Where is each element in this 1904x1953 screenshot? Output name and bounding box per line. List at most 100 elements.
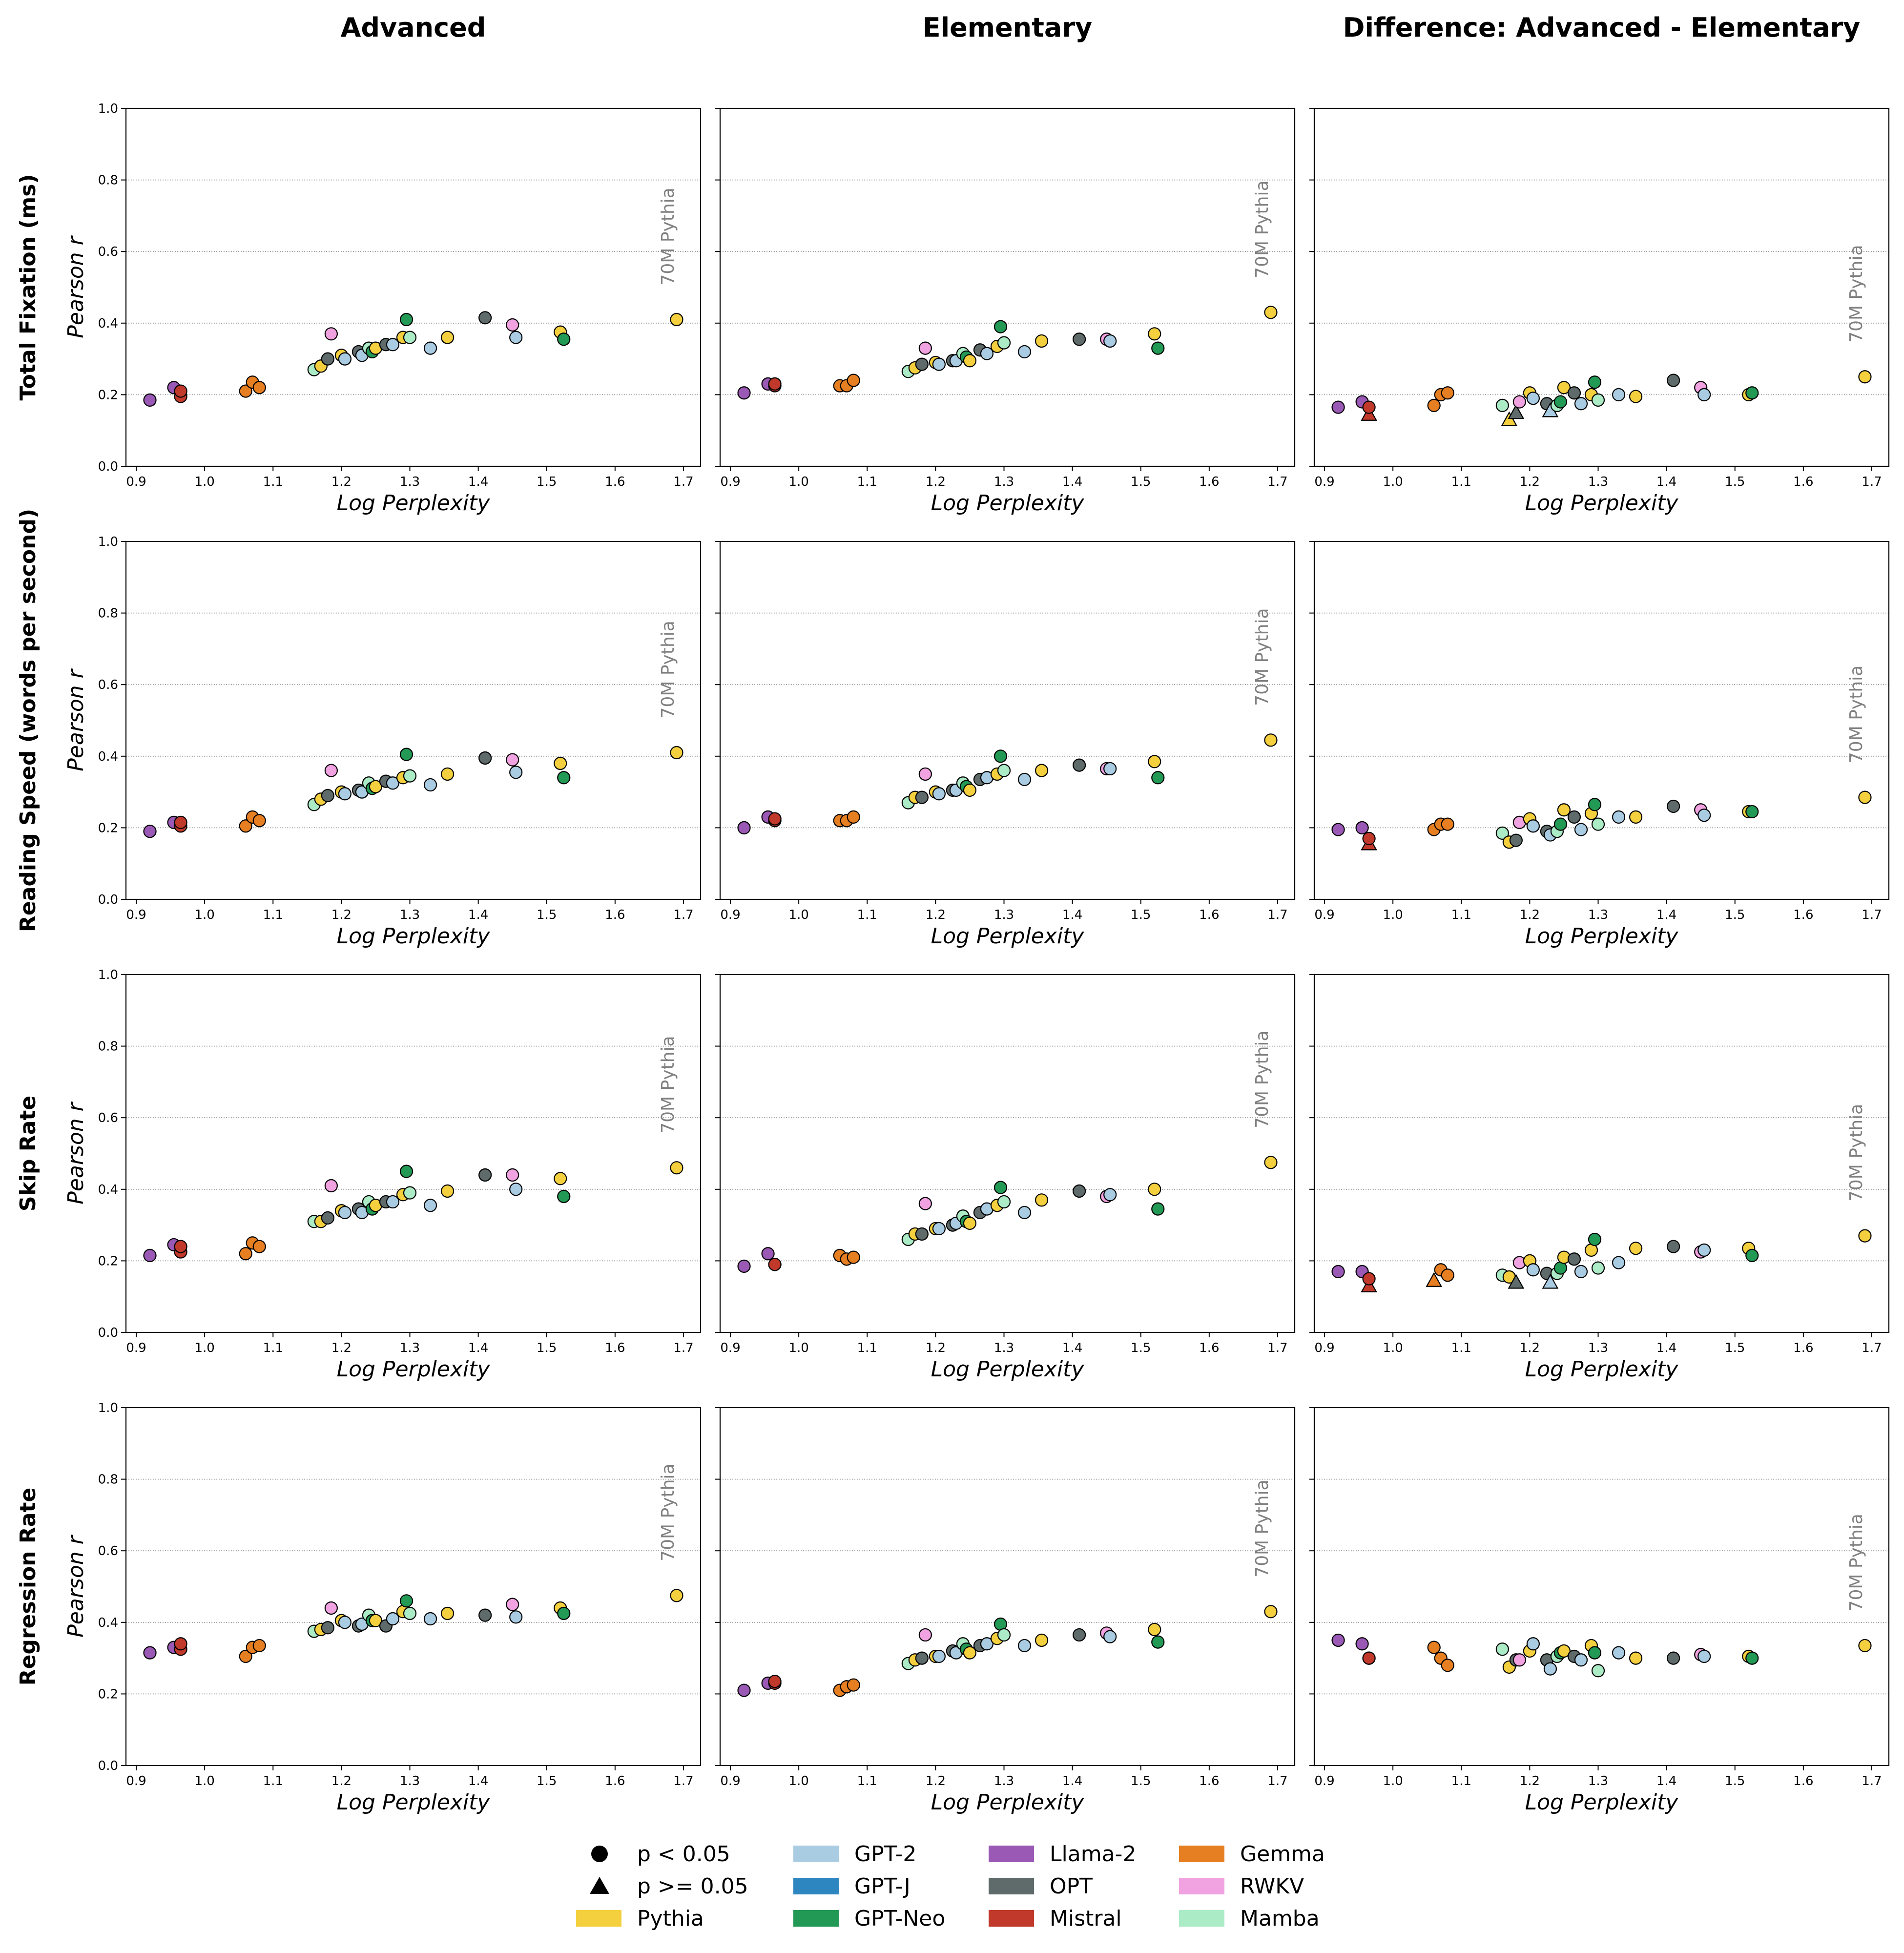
point-pythia <box>1557 1644 1571 1658</box>
panel-frame <box>125 974 702 1333</box>
annotation-70m-pythia: 70M Pythia <box>1252 1030 1272 1128</box>
legend-label: p >= 0.05 <box>637 1874 748 1899</box>
point-gpt-neo <box>557 1189 571 1204</box>
x-tick-label: 1.2 <box>331 908 352 922</box>
point-gpt-neo <box>1588 375 1602 389</box>
y-tick-label: 0.4 <box>98 316 118 331</box>
point-gpt-neo <box>1553 817 1568 831</box>
point-opt <box>1567 810 1581 824</box>
x-tick-label: 1.5 <box>537 908 557 922</box>
point-opt-triangle <box>1508 1274 1525 1289</box>
annotation-70m-pythia: 70M Pythia <box>1846 1104 1866 1202</box>
point-gpt-2 <box>386 1195 400 1209</box>
x-tick-label: 1.1 <box>857 1774 877 1788</box>
x-tick-label: 1.7 <box>1267 1774 1287 1788</box>
point-gpt-neo <box>1745 1651 1759 1665</box>
legend-entry-gemma: Gemma <box>1179 1842 1325 1867</box>
x-tick-label: 1.6 <box>1793 1341 1813 1355</box>
point-mistral <box>174 1637 187 1651</box>
point-rwkv <box>918 341 932 355</box>
point-gpt-2 <box>1697 1649 1711 1663</box>
point-gpt-neo <box>399 312 414 327</box>
point-mamba <box>1591 1664 1605 1678</box>
x-tick-label: 0.9 <box>720 475 740 489</box>
y-tick-label: 0.4 <box>98 1183 118 1197</box>
point-pythia <box>670 1161 683 1175</box>
legend-entry-gpt-neo: GPT-Neo <box>793 1906 945 1931</box>
point-gemma-triangle <box>1426 1272 1443 1287</box>
figure-titles: Advanced Elementary Difference: Advanced -… <box>16 12 1860 1685</box>
point-gpt-2 <box>980 1637 994 1651</box>
x-tick-label: 1.1 <box>263 475 283 489</box>
point-rwkv <box>324 327 338 341</box>
point-pythia <box>1264 1605 1278 1619</box>
point-pythia <box>1858 790 1872 804</box>
column-title-difference-advanced-elementary: Difference: Advanced - Elementary <box>1343 12 1861 43</box>
panel-reading-speed-words-per-second-elementary: 0.9 1.0 1.1 1.2 1.3 1.4 1.5 1.6 1.7 Log Perplexit… <box>715 540 1296 949</box>
point-gpt-2 <box>1697 1243 1711 1257</box>
point-llama-2 <box>1331 823 1345 836</box>
annotation-70m-pythia: 70M Pythia <box>1846 665 1866 763</box>
legend-entry-gpt-2: GPT-2 <box>793 1842 916 1867</box>
x-tick-label: 0.9 <box>126 1774 146 1788</box>
y-tick-label: 0.8 <box>98 1039 118 1054</box>
legend-label: GPT-2 <box>854 1842 916 1867</box>
panel-skip-rate-advanced: 0.9 1.0 1.1 1.2 1.3 1.4 1.5 1.6 1.7 0.0 0.2 0.4 0.6 0… <box>63 968 702 1382</box>
point-gpt-2 <box>980 347 994 360</box>
point-pythia <box>963 1216 977 1230</box>
point-rwkv <box>918 767 932 781</box>
x-tick-label: 1.1 <box>263 908 283 922</box>
panel-regression-rate-elementary: 0.9 1.0 1.1 1.2 1.3 1.4 1.5 1.6 1.7 Log Perplexit… <box>715 1407 1296 1815</box>
point-gpt-neo <box>993 320 1008 333</box>
point-rwkv <box>506 318 519 332</box>
x-tick-label: 1.1 <box>263 1341 283 1355</box>
point-gpt-2 <box>1526 1637 1540 1651</box>
x-tick-label: 1.0 <box>788 908 808 922</box>
y-tick-label: 0.6 <box>98 1544 118 1558</box>
x-tick-label: 1.5 <box>537 1774 557 1788</box>
legend: p < 0.05 p >= 0.05 Pythia GPT-2 GPT-J GPT-Neo… <box>576 1842 1325 1931</box>
point-gpt-neo <box>1553 395 1568 409</box>
x-tick-label: 1.5 <box>1131 475 1151 489</box>
point-gpt-2 <box>932 1222 946 1236</box>
point-gpt-2 <box>1574 397 1588 411</box>
point-gpt-2 <box>338 352 352 366</box>
point-opt-triangle <box>1508 404 1525 419</box>
point-rwkv <box>506 753 519 767</box>
point-mamba <box>1495 826 1509 840</box>
x-tick-label: 1.2 <box>926 908 946 922</box>
y-tick-label: 0.0 <box>98 893 118 907</box>
x-tick-label: 1.0 <box>1383 475 1403 489</box>
x-tick-label: 1.6 <box>605 475 625 489</box>
x-tick-label: 1.7 <box>673 475 693 489</box>
point-mistral <box>1362 1651 1376 1665</box>
point-gemma <box>239 819 252 833</box>
point-opt <box>915 357 929 371</box>
point-llama-2 <box>1331 1633 1345 1647</box>
point-pythia <box>1557 803 1571 817</box>
x-tick-label: 1.0 <box>194 1341 214 1355</box>
point-pythia <box>1035 334 1049 348</box>
point-gpt-2 <box>509 331 523 344</box>
x-tick-label: 1.7 <box>1267 908 1287 922</box>
x-tick-label: 1.4 <box>1656 908 1676 922</box>
x-tick-label: 1.3 <box>1588 475 1608 489</box>
color-swatch <box>1179 1910 1224 1927</box>
point-opt <box>1567 386 1581 400</box>
x-tick-label: 1.7 <box>1267 475 1287 489</box>
point-mamba <box>403 1606 417 1621</box>
point-rwkv <box>918 1197 932 1210</box>
point-llama-2 <box>737 821 751 835</box>
point-opt <box>915 790 929 804</box>
x-tick-label: 1.6 <box>1793 1774 1813 1788</box>
column-title-advanced: Advanced <box>341 12 486 43</box>
x-tick-label: 1.6 <box>1199 1774 1219 1788</box>
y-tick-label: 1.0 <box>98 535 118 549</box>
x-tick-label: 0.9 <box>720 1774 740 1788</box>
point-gpt-2 <box>1103 762 1117 776</box>
point-opt <box>1073 1628 1086 1642</box>
x-tick-label: 1.4 <box>1062 475 1082 489</box>
point-mamba <box>1591 1261 1605 1275</box>
panel-frame <box>1313 107 1890 467</box>
point-opt <box>478 1168 492 1182</box>
